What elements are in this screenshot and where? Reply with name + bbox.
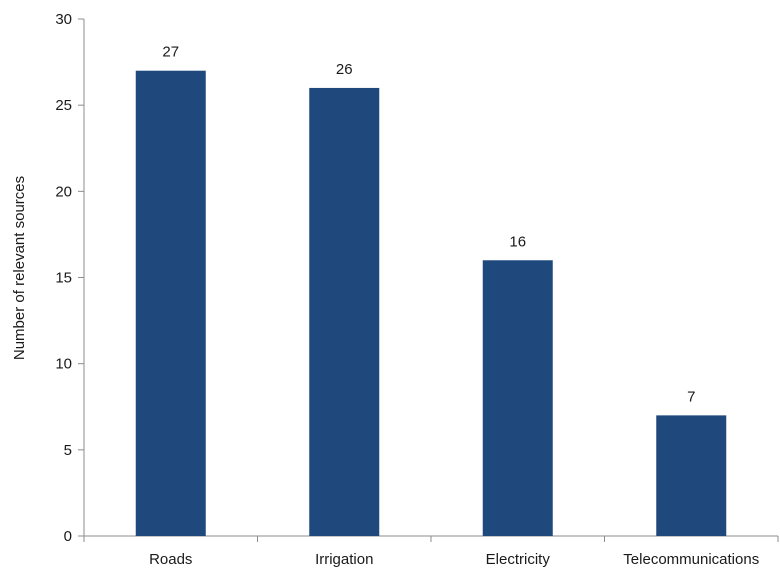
data-label-roads: 27	[162, 44, 179, 61]
y-tick-label-0: 0	[64, 528, 72, 545]
bar-electricity	[482, 260, 553, 536]
y-axis-title: Number of relevant sources	[11, 176, 28, 360]
y-tick-label-20: 20	[55, 183, 72, 200]
x-axis: Roads Irrigation Electricity Telecommunicat…	[83, 535, 779, 568]
y-tick-label-10: 10	[55, 356, 72, 373]
y-tick-label-5: 5	[64, 442, 72, 459]
data-label-electricity: 16	[509, 233, 526, 250]
y-tick-label-30: 30	[55, 11, 72, 28]
data-label-irrigation: 26	[336, 61, 353, 78]
x-tick-label-roads: Roads	[149, 551, 192, 568]
bar-telecommunications	[656, 415, 727, 536]
bar-roads	[135, 70, 206, 536]
x-tick-label-electricity: Electricity	[486, 551, 551, 568]
x-tick-label-irrigation: Irrigation	[315, 551, 373, 568]
y-tick-label-25: 25	[55, 97, 72, 114]
y-axis: 0 5 10 15 20 25 30	[55, 11, 85, 545]
bar-irrigation	[309, 87, 380, 536]
bars	[135, 70, 727, 536]
data-label-telecommunications: 7	[687, 388, 695, 405]
x-tick-label-telecommunications: Telecommunications	[623, 551, 759, 568]
data-labels: 27 26 16 7	[162, 44, 695, 406]
y-tick-label-15: 15	[55, 270, 72, 287]
